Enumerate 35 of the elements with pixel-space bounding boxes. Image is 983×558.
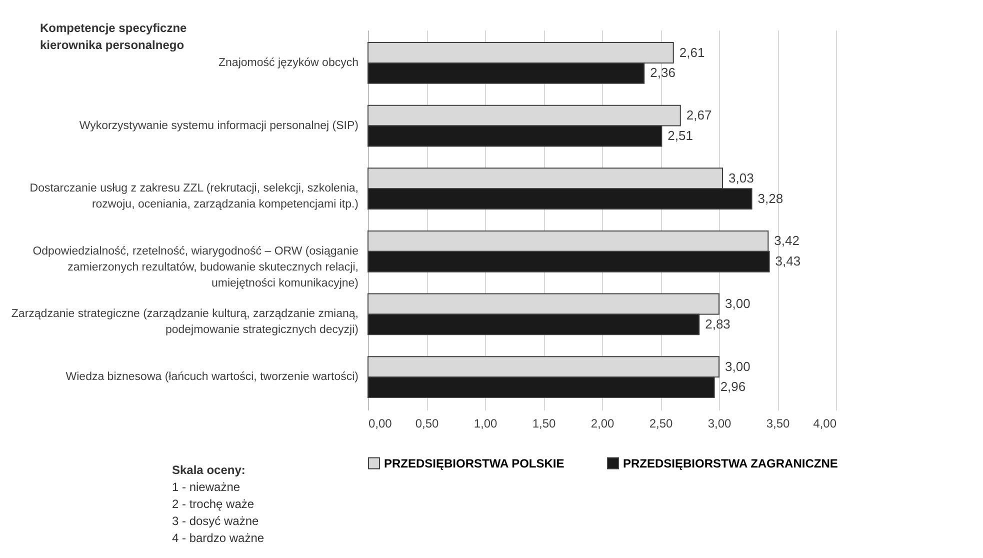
y-tick-label: Znajomość języków obcych (218, 56, 358, 69)
data-label: 2,96 (720, 379, 746, 394)
data-label: 3,28 (758, 190, 784, 206)
data-label: 3,42 (774, 233, 800, 248)
text: 1 - nieważne (172, 479, 240, 496)
x-tick-label: 1,50 (532, 416, 556, 430)
data-label: 3,00 (725, 296, 750, 312)
data-label: 3,43 (775, 254, 801, 269)
x-tick-label: 3,00 (708, 416, 732, 430)
x-tick-label: 1,00 (474, 416, 498, 430)
data-label: 3,03 (728, 170, 754, 186)
y-tick-label: Dostarczanie usług z zakresu ZZL (rekrutacji, selekcji, szkolenia, rozwoju, oceniania, zarządzania kompetencjami itp.) (30, 182, 359, 211)
y-tick-label: Zarządzanie strategiczne (zarządzanie kulturą, zarządzanie zmianą, podejmowanie strategicznych decyzji) (11, 308, 359, 336)
data-label: 2,83 (705, 316, 730, 332)
legend-label: PRZEDSIĘBIORSTWA ZAGRANICZNE (623, 456, 838, 470)
data-label: 2,61 (679, 44, 705, 60)
y-tick-label: Wiedza biznesowa (łańcuch wartości, tworzenie wartości) (66, 371, 359, 384)
text: 2 - trochę waże (172, 496, 254, 513)
text: 4 - bardzo ważne (172, 530, 264, 547)
data-label: 3,00 (725, 358, 750, 374)
text: Skala oceny: (172, 462, 246, 479)
y-tick-label: Wykorzystywanie systemu informacji personalnej (SIP) (79, 120, 359, 132)
x-tick-label: 3,50 (766, 416, 790, 430)
x-tick-label: 2,00 (590, 416, 614, 430)
data-label: 2,67 (686, 108, 712, 123)
data-label: 2,51 (668, 128, 693, 143)
x-tick-label: 0,00 (368, 416, 392, 430)
x-tick-label: 0,50 (415, 416, 439, 430)
x-tick-label: 2,50 (649, 416, 673, 430)
data-label: 2,36 (650, 65, 676, 80)
text: 3 - dosyć ważne (172, 513, 259, 530)
y-tick-label: Odpowiedzialność, rzetelność, wiarygodność – ORW (osiąganie zamierzonych rezultatów, budowanie skutecznych relacji, umiejętności komunikacyjne) (32, 245, 359, 290)
text: Kompetencje specyficzne kierownika personalnego (40, 20, 188, 54)
x-tick-label: 4,00 (813, 416, 837, 430)
legend-label: PRZEDSIĘBIORSTWA POLSKIE (384, 456, 564, 470)
